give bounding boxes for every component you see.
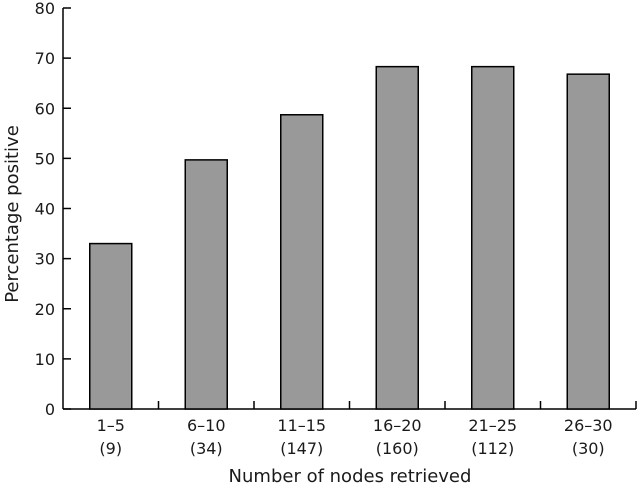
x-category-label: 11–15 — [277, 416, 326, 435]
x-category-count: (34) — [190, 439, 223, 458]
y-tick-label: 30 — [35, 250, 55, 269]
x-category-label: 6–10 — [187, 416, 226, 435]
bar — [471, 65, 515, 410]
y-tick-label: 0 — [45, 400, 55, 419]
x-category-count: (30) — [572, 439, 605, 458]
y-tick-label: 40 — [35, 200, 55, 219]
y-tick-label: 50 — [35, 149, 55, 168]
x-category-count: (9) — [99, 439, 122, 458]
y-tick-label: 20 — [35, 300, 55, 319]
bars — [89, 65, 610, 410]
x-category-label: 21–25 — [468, 416, 517, 435]
x-category-count: (147) — [280, 439, 323, 458]
y-axis-title: Percentage positive — [2, 125, 23, 303]
y-tick-label: 60 — [35, 99, 55, 118]
x-axis-title: Number of nodes retrieved — [229, 466, 472, 487]
y-tick-label: 80 — [35, 0, 55, 18]
x-axis: 1–5 (9) 6–10 (34) 11–15 (147) 16–20 (160) 21–25 (… — [63, 401, 637, 458]
bar — [89, 242, 133, 410]
bar — [280, 114, 324, 410]
x-category-label: 1–5 — [97, 416, 125, 435]
x-category-count: (112) — [471, 439, 514, 458]
bar — [375, 65, 419, 410]
y-axis: 0 10 20 30 40 50 60 70 80 — [35, 0, 71, 419]
x-category-count: (160) — [376, 439, 419, 458]
x-category-label: 26–30 — [564, 416, 613, 435]
x-category-label: 16–20 — [373, 416, 422, 435]
bar — [566, 73, 610, 410]
y-tick-label: 70 — [35, 49, 55, 68]
bar — [184, 159, 228, 410]
y-tick-label: 10 — [35, 350, 55, 369]
